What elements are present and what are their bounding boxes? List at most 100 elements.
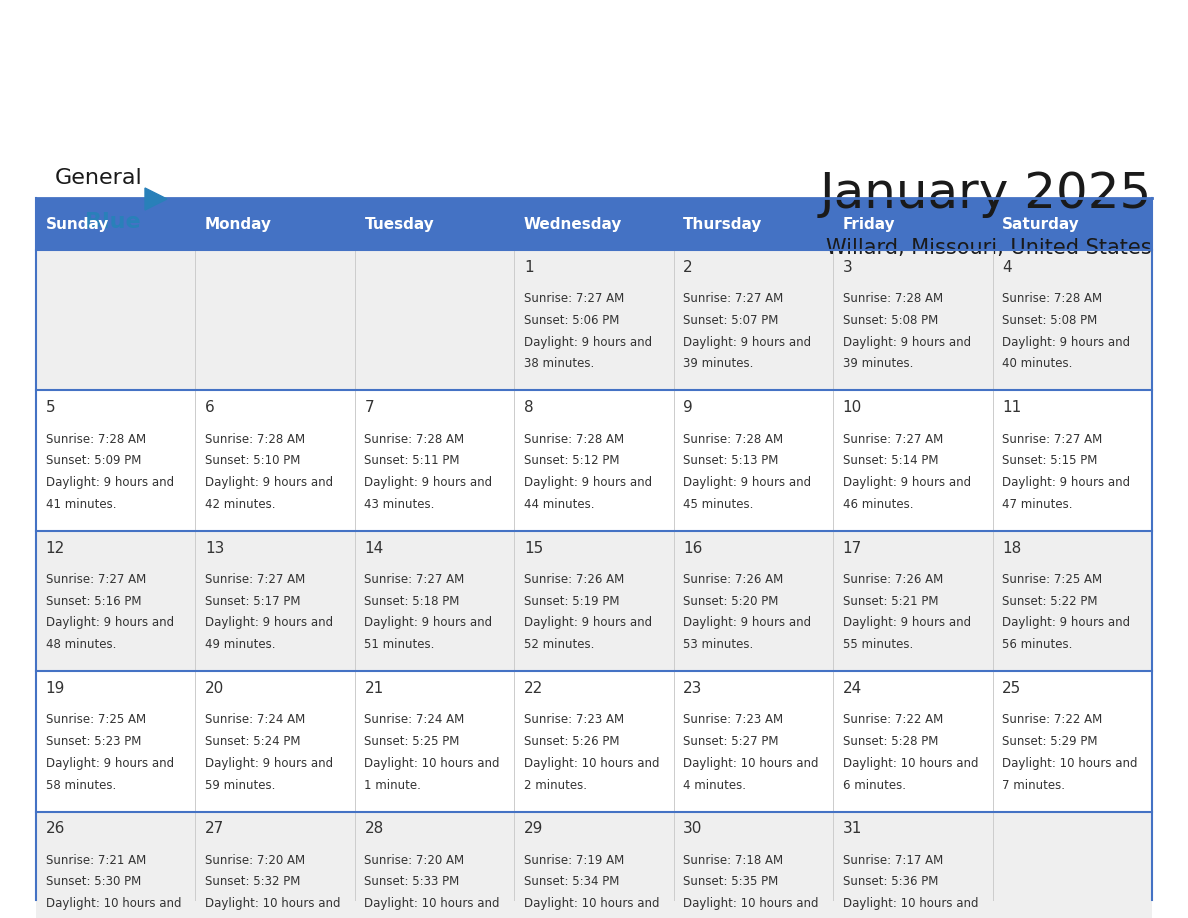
Text: 19: 19 (45, 681, 65, 696)
Text: 4: 4 (1003, 260, 1012, 274)
Text: Sunrise: 7:19 AM: Sunrise: 7:19 AM (524, 854, 624, 867)
Text: 52 minutes.: 52 minutes. (524, 638, 594, 651)
Text: Daylight: 10 hours and: Daylight: 10 hours and (524, 756, 659, 770)
Text: Sunset: 5:07 PM: Sunset: 5:07 PM (683, 314, 778, 327)
Text: Sunrise: 7:21 AM: Sunrise: 7:21 AM (45, 854, 146, 867)
Text: Sunrise: 7:22 AM: Sunrise: 7:22 AM (1003, 713, 1102, 726)
Text: Sunset: 5:08 PM: Sunset: 5:08 PM (842, 314, 939, 327)
Text: Sunrise: 7:24 AM: Sunrise: 7:24 AM (206, 713, 305, 726)
Text: Thursday: Thursday (683, 217, 763, 231)
Text: 21: 21 (365, 681, 384, 696)
Text: Sunrise: 7:24 AM: Sunrise: 7:24 AM (365, 713, 465, 726)
Bar (36, 531, 1152, 671)
Text: Sunset: 5:15 PM: Sunset: 5:15 PM (1003, 454, 1098, 467)
Text: Daylight: 10 hours and: Daylight: 10 hours and (842, 897, 978, 911)
Text: January 2025: January 2025 (820, 170, 1152, 218)
Text: Sunset: 5:16 PM: Sunset: 5:16 PM (45, 595, 141, 608)
Text: Sunrise: 7:27 AM: Sunrise: 7:27 AM (206, 573, 305, 586)
Text: 20: 20 (206, 681, 225, 696)
Text: Friday: Friday (842, 217, 896, 231)
Text: Willard, Missouri, United States: Willard, Missouri, United States (827, 238, 1152, 258)
Text: 26: 26 (45, 822, 65, 836)
Bar (674, 198, 833, 250)
Text: Sunset: 5:33 PM: Sunset: 5:33 PM (365, 876, 460, 889)
Text: 1: 1 (524, 260, 533, 274)
Text: 31: 31 (842, 822, 862, 836)
Text: Sunrise: 7:18 AM: Sunrise: 7:18 AM (683, 854, 783, 867)
Text: Sunrise: 7:27 AM: Sunrise: 7:27 AM (524, 292, 624, 305)
Text: Daylight: 9 hours and: Daylight: 9 hours and (1003, 476, 1130, 489)
Text: 49 minutes.: 49 minutes. (206, 638, 276, 651)
Text: Daylight: 9 hours and: Daylight: 9 hours and (683, 617, 811, 630)
Text: 7: 7 (365, 400, 374, 415)
Text: Sunset: 5:19 PM: Sunset: 5:19 PM (524, 595, 619, 608)
Text: Monday: Monday (206, 217, 272, 231)
Text: Sunrise: 7:26 AM: Sunrise: 7:26 AM (524, 573, 624, 586)
Text: Sunset: 5:18 PM: Sunset: 5:18 PM (365, 595, 460, 608)
Text: Saturday: Saturday (1003, 217, 1080, 231)
Text: Sunrise: 7:23 AM: Sunrise: 7:23 AM (683, 713, 783, 726)
Text: Sunrise: 7:28 AM: Sunrise: 7:28 AM (683, 432, 783, 445)
Text: 7 minutes.: 7 minutes. (1003, 778, 1066, 791)
Text: 12: 12 (45, 541, 65, 555)
Text: Sunset: 5:12 PM: Sunset: 5:12 PM (524, 454, 619, 467)
Text: Sunrise: 7:20 AM: Sunrise: 7:20 AM (206, 854, 305, 867)
Polygon shape (145, 188, 168, 210)
Text: Sunrise: 7:17 AM: Sunrise: 7:17 AM (842, 854, 943, 867)
Text: 25: 25 (1003, 681, 1022, 696)
Text: Daylight: 9 hours and: Daylight: 9 hours and (524, 336, 652, 349)
Text: Sunset: 5:28 PM: Sunset: 5:28 PM (842, 735, 939, 748)
Text: Sunset: 5:14 PM: Sunset: 5:14 PM (842, 454, 939, 467)
Text: Daylight: 9 hours and: Daylight: 9 hours and (1003, 617, 1130, 630)
Text: 13: 13 (206, 541, 225, 555)
Text: 16: 16 (683, 541, 702, 555)
Text: 6 minutes.: 6 minutes. (842, 778, 905, 791)
Text: Daylight: 9 hours and: Daylight: 9 hours and (683, 476, 811, 489)
Text: Sunset: 5:17 PM: Sunset: 5:17 PM (206, 595, 301, 608)
Bar (833, 198, 992, 250)
Text: Sunset: 5:27 PM: Sunset: 5:27 PM (683, 735, 779, 748)
Text: Sunset: 5:21 PM: Sunset: 5:21 PM (842, 595, 939, 608)
Text: Daylight: 9 hours and: Daylight: 9 hours and (206, 756, 333, 770)
Text: Sunset: 5:11 PM: Sunset: 5:11 PM (365, 454, 460, 467)
Text: 14: 14 (365, 541, 384, 555)
Text: 6: 6 (206, 400, 215, 415)
Text: Sunset: 5:25 PM: Sunset: 5:25 PM (365, 735, 460, 748)
Text: 28: 28 (365, 822, 384, 836)
Text: 3: 3 (842, 260, 853, 274)
Text: Daylight: 10 hours and: Daylight: 10 hours and (206, 897, 341, 911)
Text: 46 minutes.: 46 minutes. (842, 498, 914, 510)
Text: Daylight: 10 hours and: Daylight: 10 hours and (524, 897, 659, 911)
Text: 2 minutes.: 2 minutes. (524, 778, 587, 791)
Text: 39 minutes.: 39 minutes. (683, 357, 753, 370)
Text: Daylight: 9 hours and: Daylight: 9 hours and (206, 476, 333, 489)
Text: Sunset: 5:20 PM: Sunset: 5:20 PM (683, 595, 778, 608)
Text: Sunset: 5:29 PM: Sunset: 5:29 PM (1003, 735, 1098, 748)
Bar (36, 250, 1152, 390)
Text: Daylight: 9 hours and: Daylight: 9 hours and (45, 476, 173, 489)
Text: Sunset: 5:22 PM: Sunset: 5:22 PM (1003, 595, 1098, 608)
Bar (36, 390, 1152, 531)
Text: Sunset: 5:34 PM: Sunset: 5:34 PM (524, 876, 619, 889)
Text: 47 minutes.: 47 minutes. (1003, 498, 1073, 510)
Text: 43 minutes.: 43 minutes. (365, 498, 435, 510)
Text: Sunrise: 7:28 AM: Sunrise: 7:28 AM (206, 432, 305, 445)
Text: Sunset: 5:23 PM: Sunset: 5:23 PM (45, 735, 141, 748)
Text: 40 minutes.: 40 minutes. (1003, 357, 1073, 370)
Text: Daylight: 10 hours and: Daylight: 10 hours and (683, 897, 819, 911)
Text: 29: 29 (524, 822, 543, 836)
Text: Sunrise: 7:28 AM: Sunrise: 7:28 AM (842, 292, 943, 305)
Text: Sunrise: 7:27 AM: Sunrise: 7:27 AM (365, 573, 465, 586)
Text: Sunset: 5:30 PM: Sunset: 5:30 PM (45, 876, 141, 889)
Text: Sunset: 5:10 PM: Sunset: 5:10 PM (206, 454, 301, 467)
Text: Blue: Blue (86, 212, 140, 232)
Text: 51 minutes.: 51 minutes. (365, 638, 435, 651)
Bar (36, 812, 1152, 918)
Text: 1 minute.: 1 minute. (365, 778, 422, 791)
Text: Sunrise: 7:28 AM: Sunrise: 7:28 AM (1003, 292, 1102, 305)
Text: Sunset: 5:08 PM: Sunset: 5:08 PM (1003, 314, 1098, 327)
Text: 10: 10 (842, 400, 862, 415)
Text: Daylight: 10 hours and: Daylight: 10 hours and (365, 897, 500, 911)
Text: Daylight: 9 hours and: Daylight: 9 hours and (842, 617, 971, 630)
Text: 8: 8 (524, 400, 533, 415)
